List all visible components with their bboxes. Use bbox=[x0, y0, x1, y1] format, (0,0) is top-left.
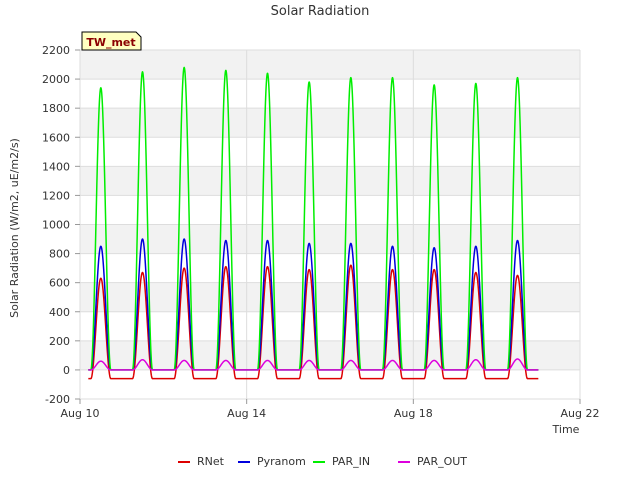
y-tick-label: 600 bbox=[49, 277, 70, 290]
plot-band bbox=[80, 369, 580, 399]
y-tick-label: 0 bbox=[63, 364, 70, 377]
plot-band bbox=[80, 79, 580, 109]
x-tick-label: Aug 18 bbox=[394, 407, 433, 420]
plot-band bbox=[80, 137, 580, 167]
legend-item-par-out: PAR_OUT bbox=[398, 455, 467, 468]
x-axis: Aug 10 Aug 14 Aug 18 Aug 22 bbox=[61, 399, 600, 420]
plot-band bbox=[80, 282, 580, 312]
legend: RNet Pyranom PAR_IN PAR_OUT bbox=[178, 455, 467, 468]
x-tick-label: Aug 10 bbox=[61, 407, 100, 420]
series-line-par-out bbox=[87, 358, 539, 371]
y-tick-label: 1000 bbox=[42, 219, 70, 232]
y-tick-label: 200 bbox=[49, 335, 70, 348]
legend-label: RNet bbox=[197, 455, 225, 468]
plot-band bbox=[80, 108, 580, 138]
plot-band bbox=[80, 166, 580, 196]
y-tick-label: 1400 bbox=[42, 160, 70, 173]
x-tick-label: Aug 14 bbox=[227, 407, 266, 420]
plot-band bbox=[80, 224, 580, 254]
y-tick-label: 800 bbox=[49, 248, 70, 261]
y-axis: -200 0 200 400 600 800 1000 1200 1400 1600 1800 200… bbox=[42, 44, 80, 406]
y-tick-label: 1600 bbox=[42, 131, 70, 144]
station-badge: TW_met bbox=[81, 31, 142, 51]
plot-band bbox=[80, 195, 580, 225]
plot-band bbox=[80, 340, 580, 370]
plot-bands bbox=[80, 50, 580, 399]
station-badge-label: TW_met bbox=[86, 36, 135, 49]
x-axis-title: Time bbox=[552, 423, 580, 436]
y-axis-title: Solar Radiation (W/m2, uE/m2/s) bbox=[8, 138, 21, 318]
y-tick-label: 1800 bbox=[42, 102, 70, 115]
legend-label: PAR_OUT bbox=[417, 455, 467, 468]
legend-item-rnet: RNet bbox=[178, 455, 225, 468]
y-tick-label: 400 bbox=[49, 306, 70, 319]
plot-band bbox=[80, 311, 580, 341]
y-tick-label: 2200 bbox=[42, 44, 70, 57]
series-line-rnet bbox=[87, 264, 539, 380]
series-lines bbox=[87, 66, 539, 380]
legend-label: PAR_IN bbox=[332, 455, 370, 468]
legend-item-pyranom: Pyranom bbox=[238, 455, 306, 468]
y-tick-label: -200 bbox=[45, 393, 70, 406]
y-tick-label: 1200 bbox=[42, 189, 70, 202]
y-tick-label: 2000 bbox=[42, 73, 70, 86]
legend-item-par-in: PAR_IN bbox=[313, 455, 370, 468]
plot-band bbox=[80, 50, 580, 80]
legend-label: Pyranom bbox=[257, 455, 306, 468]
plot-band bbox=[80, 253, 580, 283]
x-tick-label: Aug 22 bbox=[561, 407, 600, 420]
chart-title: Solar Radiation bbox=[271, 4, 370, 19]
